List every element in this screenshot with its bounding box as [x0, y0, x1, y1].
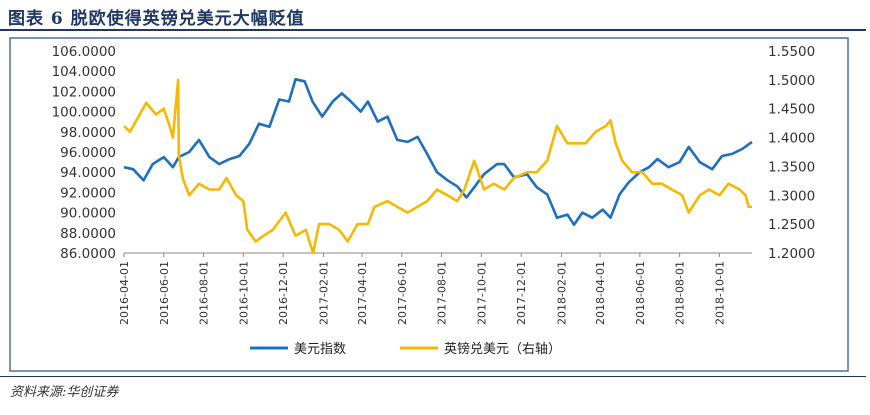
left-tick-label: 86.0000: [60, 246, 116, 262]
x-tick-label: 2017-08-01: [436, 261, 449, 325]
legend: 美元指数 英镑兑美元（右轴）: [250, 341, 561, 357]
left-tick-label: 94.0000: [60, 165, 116, 181]
x-tick-label: 2017-02-01: [318, 261, 331, 325]
left-tick-label: 92.0000: [60, 185, 116, 201]
left-tick-label: 90.0000: [60, 206, 116, 222]
x-tick-label: 2016-10-01: [237, 261, 250, 325]
x-tick-label: 2018-10-01: [713, 261, 726, 325]
left-axis: 86.0000 88.0000 90.0000 92.0000 94.0000 96.00…: [52, 44, 116, 262]
right-tick-label: 1.4500: [768, 102, 815, 118]
figure-title: 图表 6 脱欧使得英镑兑美元大幅贬值: [8, 9, 305, 29]
right-tick-label: 1.5500: [768, 44, 815, 60]
x-tick-label: 2017-06-01: [396, 261, 409, 325]
right-tick-label: 1.2500: [768, 217, 815, 233]
series-layer: [123, 78, 753, 255]
left-tick-label: 88.0000: [60, 226, 116, 242]
right-axis: 1.2000 1.2500 1.3000 1.3500 1.4000 1.4500 1.50…: [768, 44, 815, 262]
left-tick-label: 102.0000: [52, 84, 116, 100]
chart: 86.0000 88.0000 90.0000 92.0000 94.0000 96.00…: [9, 37, 849, 372]
right-tick-label: 1.3500: [768, 159, 815, 175]
x-tick-label: 2018-06-01: [634, 261, 647, 325]
right-tick-label: 1.4000: [768, 131, 815, 147]
x-tick-label: 2018-02-01: [556, 261, 569, 325]
left-tick-label: 106.0000: [52, 44, 116, 60]
right-tick-label: 1.5000: [768, 73, 815, 89]
x-tick-label: 2016-04-01: [118, 261, 131, 325]
footer-divider: [0, 376, 866, 377]
x-tick-label: 2017-04-01: [356, 261, 369, 325]
x-tick-label: 2016-12-01: [277, 261, 290, 325]
left-tick-label: 96.0000: [60, 145, 116, 161]
right-tick-label: 1.3000: [768, 188, 815, 204]
title-divider: [0, 29, 866, 31]
x-tick-label: 2017-10-01: [475, 261, 488, 325]
x-tick-label: 2016-06-01: [158, 261, 171, 325]
plot-frame: [9, 37, 849, 372]
x-tick-label: 2018-04-01: [594, 261, 607, 325]
source-note: 资料来源:华创证券: [10, 385, 119, 400]
x-tick-label: 2016-08-01: [198, 261, 211, 325]
left-tick-label: 100.0000: [52, 105, 116, 121]
dxy-series-line: [123, 78, 753, 226]
left-tick-label: 98.0000: [60, 125, 116, 141]
left-tick-label: 104.0000: [52, 64, 116, 80]
right-tick-label: 1.2000: [768, 246, 815, 262]
legend-item-gbpusd-label: 英镑兑美元（右轴）: [444, 341, 561, 357]
x-tick-label: 2018-08-01: [674, 261, 687, 325]
x-axis: 2016-04-01 2016-06-01 2016-08-01 2016-10-01…: [118, 252, 752, 325]
x-tick-label: 2017-12-01: [515, 261, 528, 325]
legend-item-dxy-label: 美元指数: [294, 342, 346, 357]
gbpusd-series-line: [123, 78, 752, 255]
